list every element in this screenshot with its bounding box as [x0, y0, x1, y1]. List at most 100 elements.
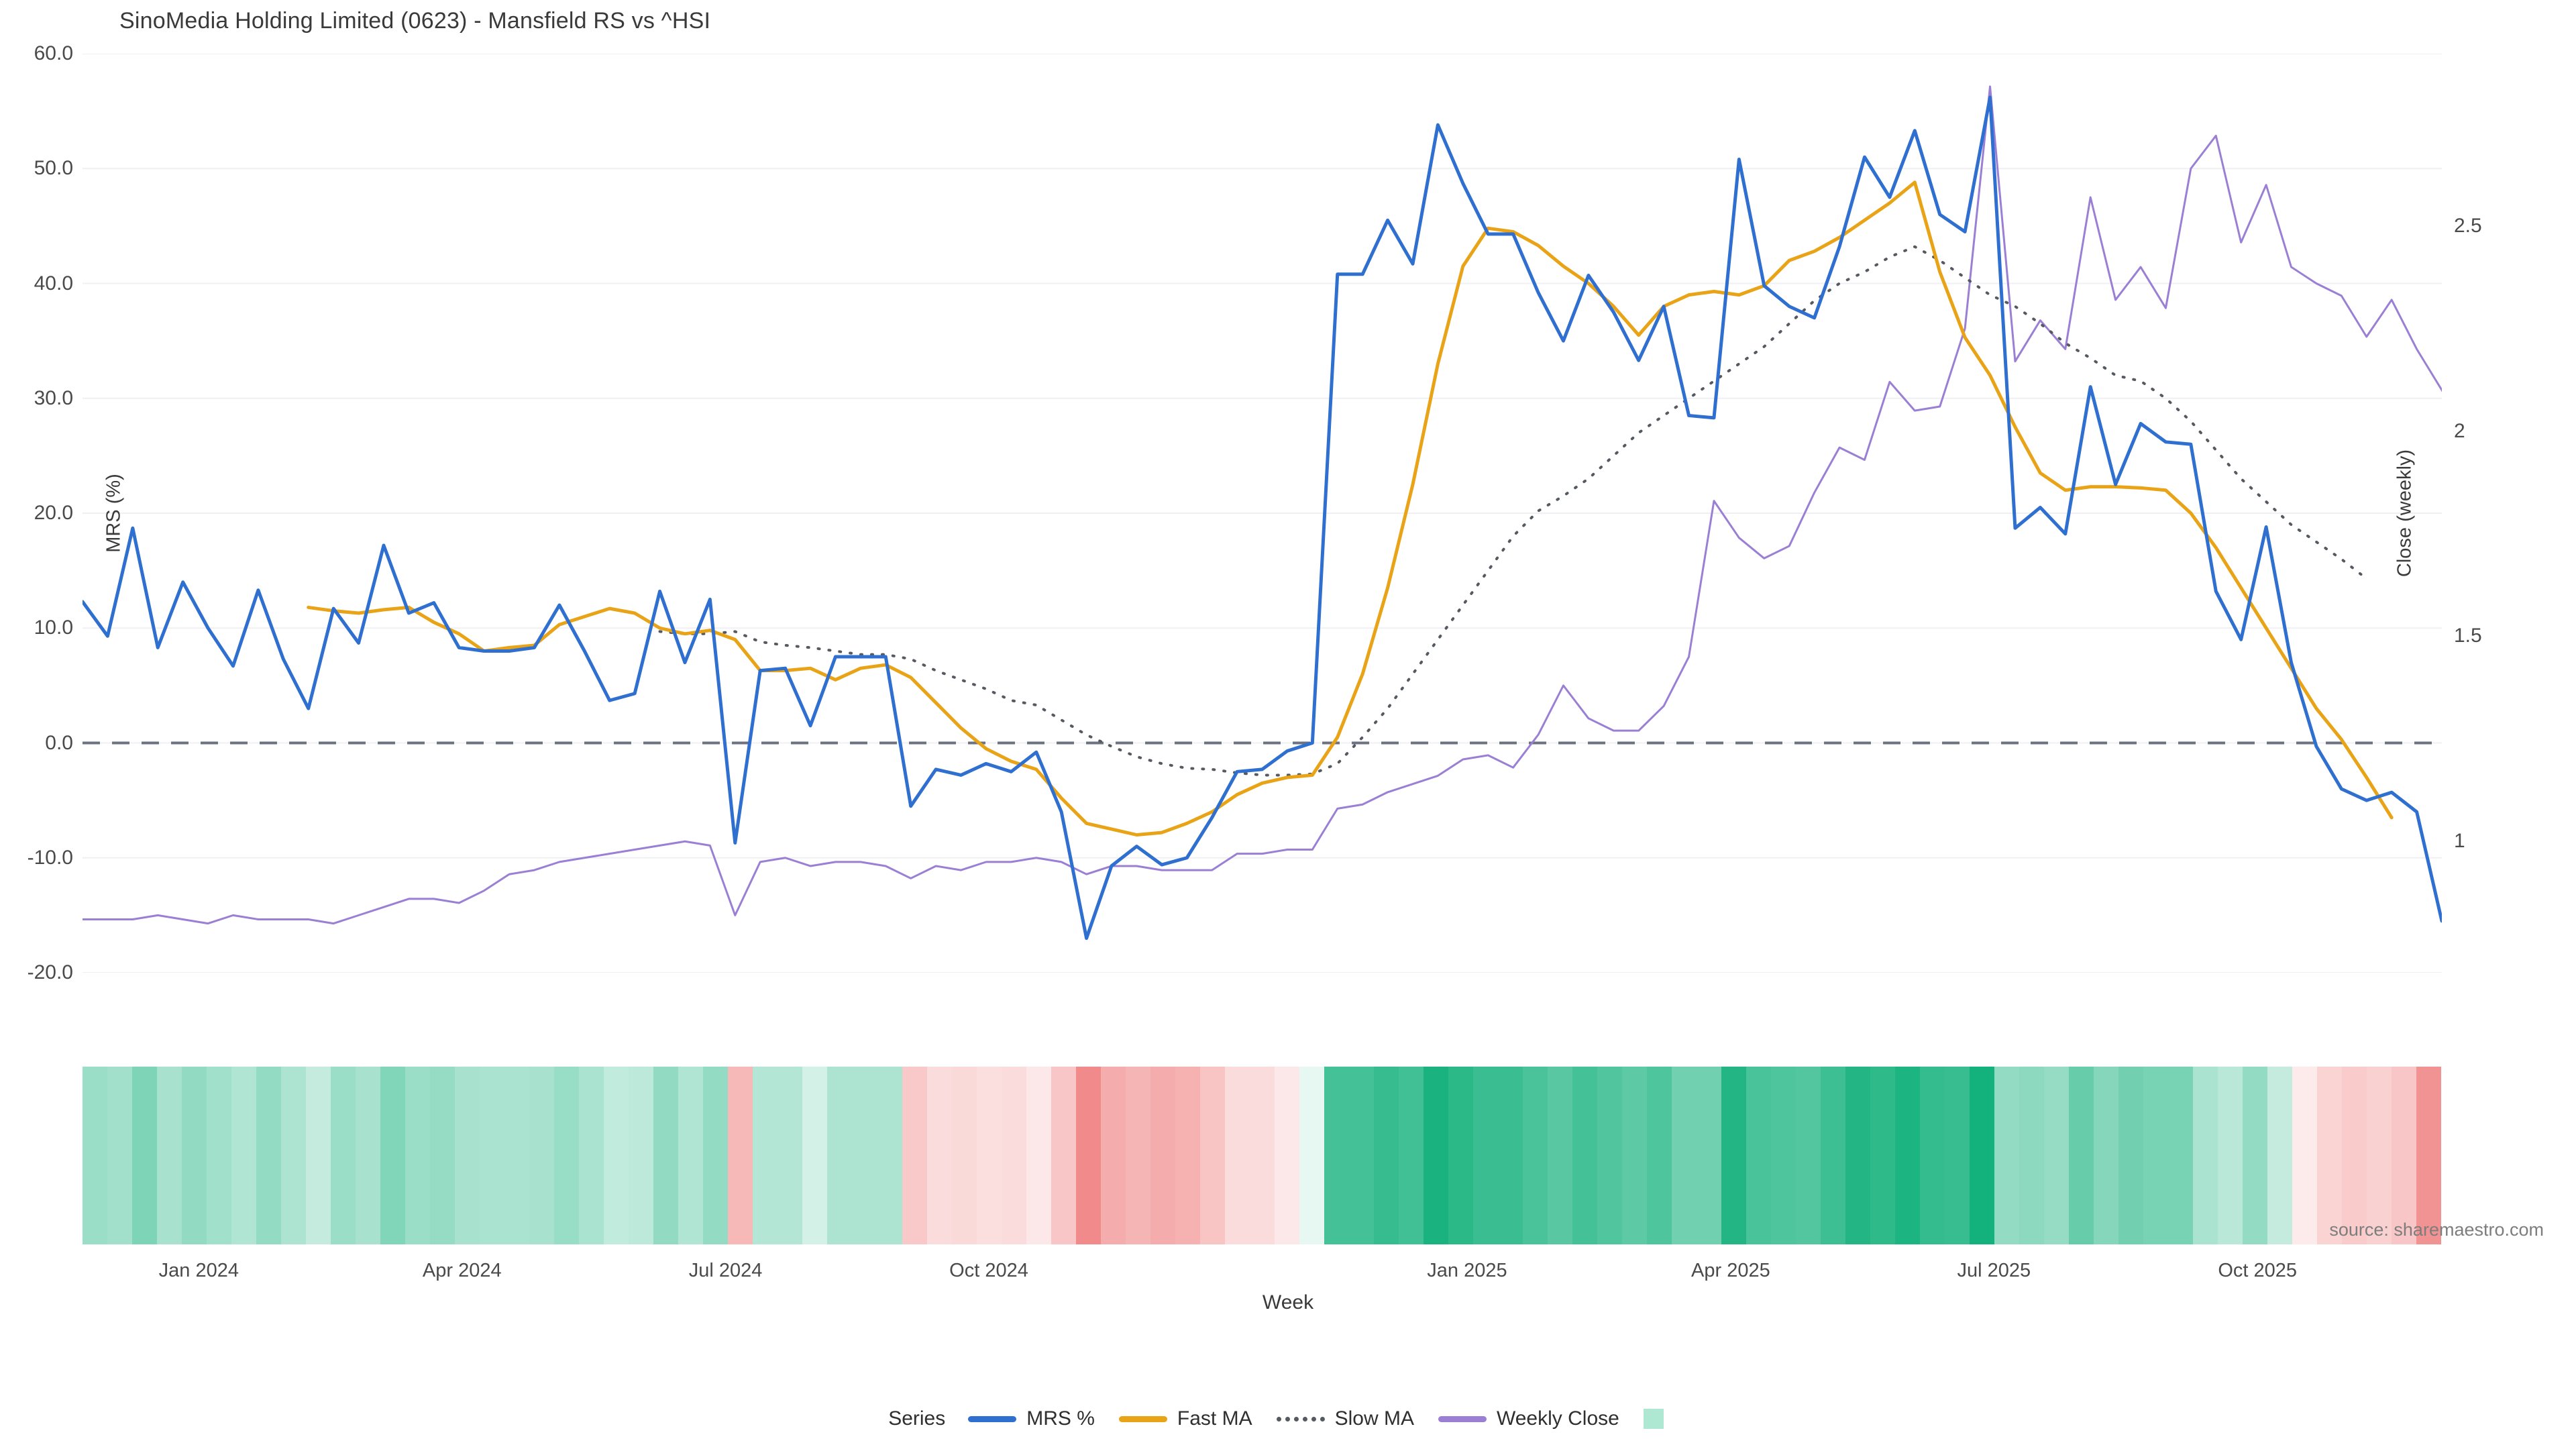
slow-ma-dotted-swatch-icon [1276, 1416, 1325, 1421]
heatmap-band [231, 1067, 257, 1244]
series-line-weekly-close [83, 85, 2442, 925]
heatmap-band [1150, 1067, 1175, 1244]
heatmap-band [306, 1067, 331, 1244]
heatmap-band [1100, 1067, 1126, 1244]
y-axis-left-tick: 60.0 [34, 42, 73, 64]
heatmap-band [753, 1067, 778, 1244]
x-axis-label: Week [1262, 1291, 1314, 1313]
y-axis-left-tick: 20.0 [34, 502, 73, 524]
heatmap-band [2094, 1067, 2119, 1244]
x-axis-tick: Oct 2024 [949, 1260, 1028, 1281]
heatmap-swatch-icon [1643, 1409, 1664, 1429]
legend-label-weekly-close: Weekly Close [1496, 1407, 1619, 1430]
heatmap-band [2243, 1067, 2268, 1244]
heatmap-band [2367, 1067, 2392, 1244]
page-title: SinoMedia Holding Limited (0623) - Mansf… [119, 8, 711, 34]
heatmap-band [1224, 1067, 1250, 1244]
heatmap-band [2342, 1067, 2367, 1244]
heatmap-band [1771, 1067, 1796, 1244]
heatmap-band [529, 1067, 555, 1244]
fast-ma-line-swatch-icon [1118, 1415, 1167, 1422]
heatmap-band [2416, 1067, 2442, 1244]
y-axis-right-label: Close (weekly) [2394, 449, 2416, 578]
heatmap-band [728, 1067, 753, 1244]
heatmap-band [157, 1067, 182, 1244]
heatmap-band [1672, 1067, 1697, 1244]
heatmap-band [2019, 1067, 2045, 1244]
y-axis-left-tick: 50.0 [34, 157, 73, 180]
heatmap-band [802, 1067, 828, 1244]
heatmap-band [1845, 1067, 1871, 1244]
heatmap-band [1324, 1067, 1349, 1244]
heatmap-band [653, 1067, 679, 1244]
mrs-line-swatch-icon [968, 1415, 1017, 1422]
heatmap-band [1051, 1067, 1076, 1244]
heatmap-band [1945, 1067, 1970, 1244]
heatmap-band [1348, 1067, 1374, 1244]
heatmap-band [331, 1067, 356, 1244]
heatmap-band [1870, 1067, 1896, 1244]
heatmap-band [1597, 1067, 1622, 1244]
heatmap-band [1448, 1067, 1473, 1244]
heatmap-band [1274, 1067, 1299, 1244]
heatmap-band [83, 1067, 108, 1244]
legend-item-slow-ma[interactable]: Slow MA [1276, 1407, 1414, 1430]
y-axis-left-tick: 30.0 [34, 386, 73, 409]
series-line-slow-ma [658, 245, 2368, 777]
plot-svg [83, 54, 2442, 973]
heatmap-band [2292, 1067, 2318, 1244]
heatmap-band [2168, 1067, 2194, 1244]
mrs-heatmap-strip [83, 1067, 2442, 1244]
heatmap-band [480, 1067, 505, 1244]
heatmap-band [2044, 1067, 2070, 1244]
x-axis-tick: Jul 2024 [688, 1260, 763, 1281]
y-axis-left-tick: 40.0 [34, 272, 73, 294]
series-line-fast-ma [307, 180, 2394, 837]
legend-item-mrs[interactable]: MRS % [968, 1407, 1095, 1430]
legend-item-heatmap[interactable] [1643, 1409, 1664, 1429]
heatmap-band [1994, 1067, 2020, 1244]
y-axis-left-tick: 10.0 [34, 616, 73, 639]
heatmap-band [2317, 1067, 2343, 1244]
heatmap-band [356, 1067, 381, 1244]
heatmap-band [1895, 1067, 1921, 1244]
heatmap-band [2392, 1067, 2417, 1244]
heatmap-band [1821, 1067, 1846, 1244]
x-axis-tick: Oct 2025 [2218, 1260, 2297, 1281]
y-axis-right-tick: 1.5 [2454, 625, 2482, 647]
chart-legend: Series MRS % Fast MA Slow MA Weekly Clos… [0, 1407, 2576, 1430]
y-axis-left-tick: 0.0 [45, 731, 73, 754]
heatmap-band [1497, 1067, 1523, 1244]
heatmap-band [1547, 1067, 1572, 1244]
heatmap-band [1970, 1067, 1995, 1244]
heatmap-band [132, 1067, 158, 1244]
heatmap-band [902, 1067, 927, 1244]
heatmap-band [1001, 1067, 1026, 1244]
heatmap-band [1721, 1067, 1747, 1244]
legend-label-mrs: MRS % [1026, 1407, 1095, 1430]
heatmap-band [777, 1067, 803, 1244]
legend-item-weekly-close[interactable]: Weekly Close [1438, 1407, 1619, 1430]
y-axis-left-tick: -10.0 [27, 846, 73, 869]
heatmap-band [2267, 1067, 2293, 1244]
legend-label-slow-ma: Slow MA [1334, 1407, 1414, 1430]
y-axis-right-tick: 1 [2454, 830, 2465, 853]
heatmap-band [877, 1067, 902, 1244]
weekly-close-line-swatch-icon [1438, 1415, 1487, 1422]
heatmap-band [207, 1067, 232, 1244]
heatmap-band [1646, 1067, 1672, 1244]
x-axis-tick: Apr 2025 [1691, 1260, 1770, 1281]
series-line-mrs [83, 95, 2442, 941]
heatmap-band [1299, 1067, 1324, 1244]
legend-item-fast-ma[interactable]: Fast MA [1118, 1407, 1252, 1430]
heatmap-band [455, 1067, 480, 1244]
heatmap-band [703, 1067, 729, 1244]
heatmap-band [1746, 1067, 1772, 1244]
heatmap-band [107, 1067, 133, 1244]
heatmap-band [430, 1067, 455, 1244]
heatmap-band [604, 1067, 629, 1244]
source-attribution: source: sharemaestro.com [2329, 1220, 2544, 1240]
x-axis-tick: Jul 2025 [1957, 1260, 2031, 1281]
heatmap-band [554, 1067, 580, 1244]
